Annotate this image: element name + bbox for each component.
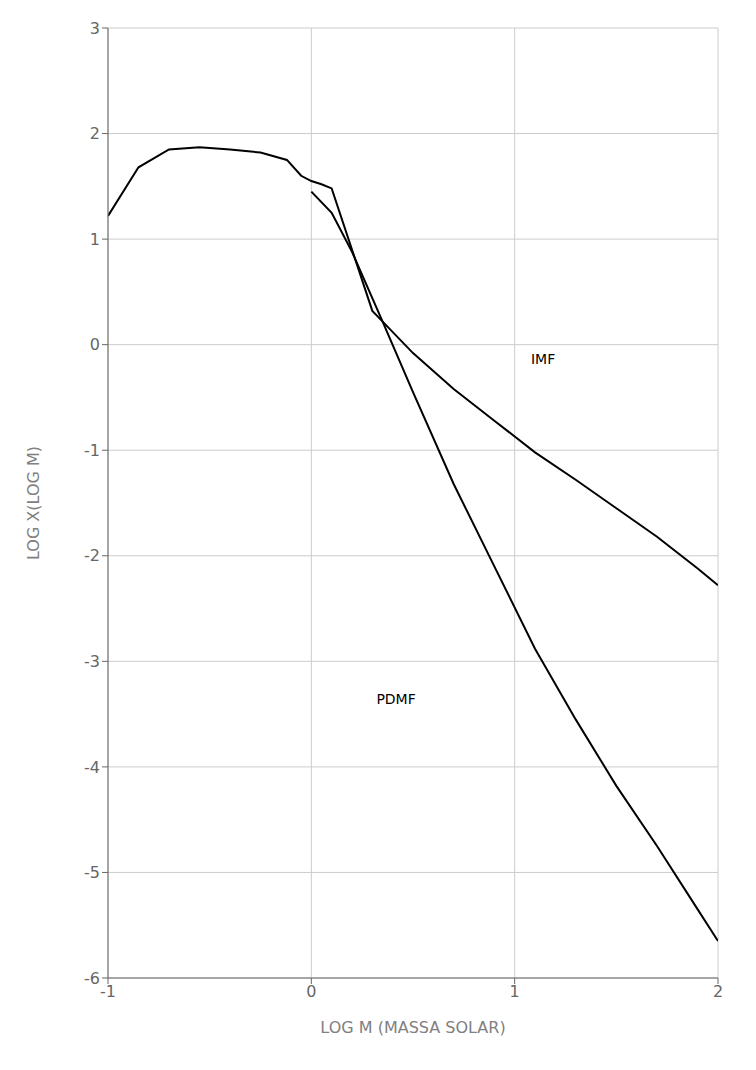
svg-text:IMF: IMF (531, 351, 555, 367)
svg-text:3: 3 (90, 19, 100, 38)
svg-text:-1: -1 (100, 982, 116, 1001)
svg-text:PDMF: PDMF (376, 691, 415, 707)
svg-text:0: 0 (306, 982, 316, 1001)
svg-text:1: 1 (510, 982, 520, 1001)
svg-text:LOG X(LOG M): LOG X(LOG M) (24, 446, 43, 560)
svg-text:LOG M (MASSA SOLAR): LOG M (MASSA SOLAR) (320, 1018, 505, 1037)
svg-text:2: 2 (713, 982, 723, 1001)
svg-text:-2: -2 (84, 546, 100, 565)
svg-text:-5: -5 (84, 863, 100, 882)
svg-text:-4: -4 (84, 758, 100, 777)
svg-text:0: 0 (90, 335, 100, 354)
svg-text:2: 2 (90, 124, 100, 143)
svg-text:-3: -3 (84, 652, 100, 671)
svg-text:1: 1 (90, 230, 100, 249)
svg-text:-1: -1 (84, 441, 100, 460)
svg-text:-6: -6 (84, 969, 100, 988)
